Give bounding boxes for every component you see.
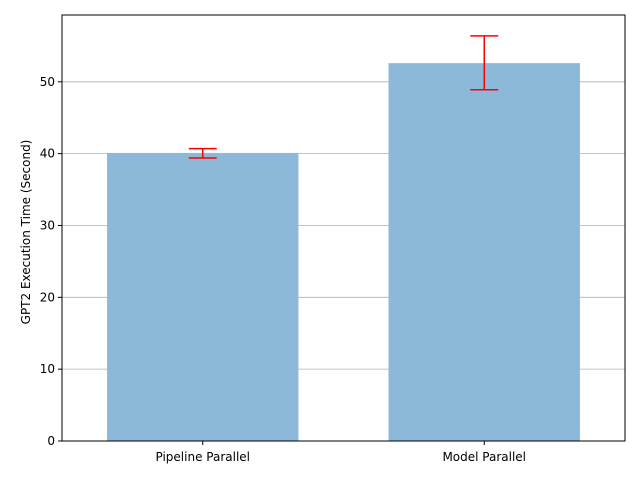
bars xyxy=(107,63,580,442)
error-bar xyxy=(470,35,499,91)
y-tick-label: 30 xyxy=(40,218,55,232)
y-tick-label: 0 xyxy=(47,434,55,448)
y-axis-title: GPT2 Execution Time (Second) xyxy=(19,140,33,325)
bar xyxy=(388,63,580,442)
x-axis-ticks: Pipeline Parallel Model Parallel xyxy=(156,441,526,464)
error-bar xyxy=(188,147,217,159)
error-bars xyxy=(188,35,499,159)
plot-frame xyxy=(61,14,626,442)
x-tick-label: Pipeline Parallel xyxy=(156,450,251,464)
y-tick-label: 40 xyxy=(40,147,55,161)
y-tick-label: 10 xyxy=(40,362,55,376)
y-tick-label: 50 xyxy=(40,75,55,89)
y-axis-ticks: 0 10 20 30 40 50 xyxy=(40,75,62,448)
bar xyxy=(107,152,299,441)
x-tick-label: Model Parallel xyxy=(442,450,526,464)
y-tick-label: 20 xyxy=(40,290,55,304)
